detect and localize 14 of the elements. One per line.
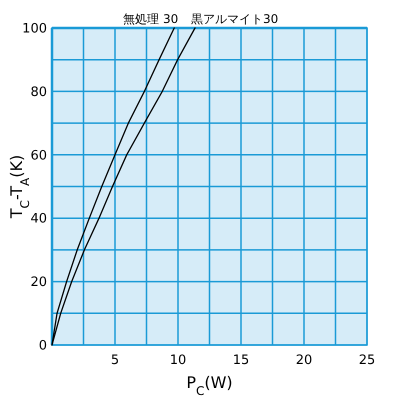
y-tick-label: 60 xyxy=(30,148,47,164)
y-tick-label: 100 xyxy=(22,22,47,36)
series-label: 無処理 30 xyxy=(123,12,178,26)
x-tick-label: 5 xyxy=(110,353,120,368)
x-tick-label: 20 xyxy=(296,353,312,368)
x-tick-label: 10 xyxy=(170,353,186,368)
x-tick-label: 25 xyxy=(358,353,376,368)
x-tick-label: 15 xyxy=(232,353,250,368)
y-tick-label: 0 xyxy=(38,338,47,354)
y-tick-label: 80 xyxy=(30,84,47,100)
series-label: 黒アルマイト30 xyxy=(191,12,278,26)
y-tick-label: 40 xyxy=(30,212,47,227)
x-axis-title: P$_{C}$(W) xyxy=(186,373,233,398)
y-tick-label: 20 xyxy=(30,275,47,290)
